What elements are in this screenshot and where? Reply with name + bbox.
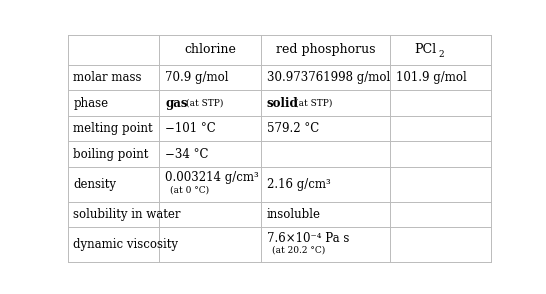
Text: 70.9 g/mol: 70.9 g/mol (165, 71, 229, 84)
Text: gas: gas (165, 96, 188, 110)
Text: (at 0 °C): (at 0 °C) (170, 186, 209, 194)
Text: dynamic viscosity: dynamic viscosity (73, 238, 179, 251)
Text: (at STP): (at STP) (295, 98, 332, 108)
Text: −34 °C: −34 °C (165, 148, 209, 161)
Text: solid: solid (266, 96, 299, 110)
Text: 101.9 g/mol: 101.9 g/mol (396, 71, 466, 84)
Text: (at 20.2 °C): (at 20.2 °C) (272, 245, 325, 255)
Text: chlorine: chlorine (184, 44, 236, 56)
Text: molar mass: molar mass (73, 71, 142, 84)
Text: 7.6×10⁻⁴ Pa s: 7.6×10⁻⁴ Pa s (266, 232, 349, 245)
Text: PCl: PCl (414, 44, 436, 56)
Text: 0.003214 g/cm³: 0.003214 g/cm³ (165, 171, 259, 184)
Text: density: density (73, 178, 116, 191)
Text: 30.973761998 g/mol: 30.973761998 g/mol (266, 71, 390, 84)
Text: −101 °C: −101 °C (165, 122, 216, 135)
Text: 2.16 g/cm³: 2.16 g/cm³ (266, 178, 330, 191)
Text: (at STP): (at STP) (186, 98, 223, 108)
Text: solubility in water: solubility in water (73, 208, 181, 221)
Text: melting point: melting point (73, 122, 153, 135)
Text: phase: phase (73, 96, 109, 110)
Text: 579.2 °C: 579.2 °C (266, 122, 319, 135)
Text: red phosphorus: red phosphorus (276, 44, 375, 56)
Text: 2: 2 (438, 50, 444, 59)
Text: boiling point: boiling point (73, 148, 149, 161)
Text: insoluble: insoluble (266, 208, 321, 221)
